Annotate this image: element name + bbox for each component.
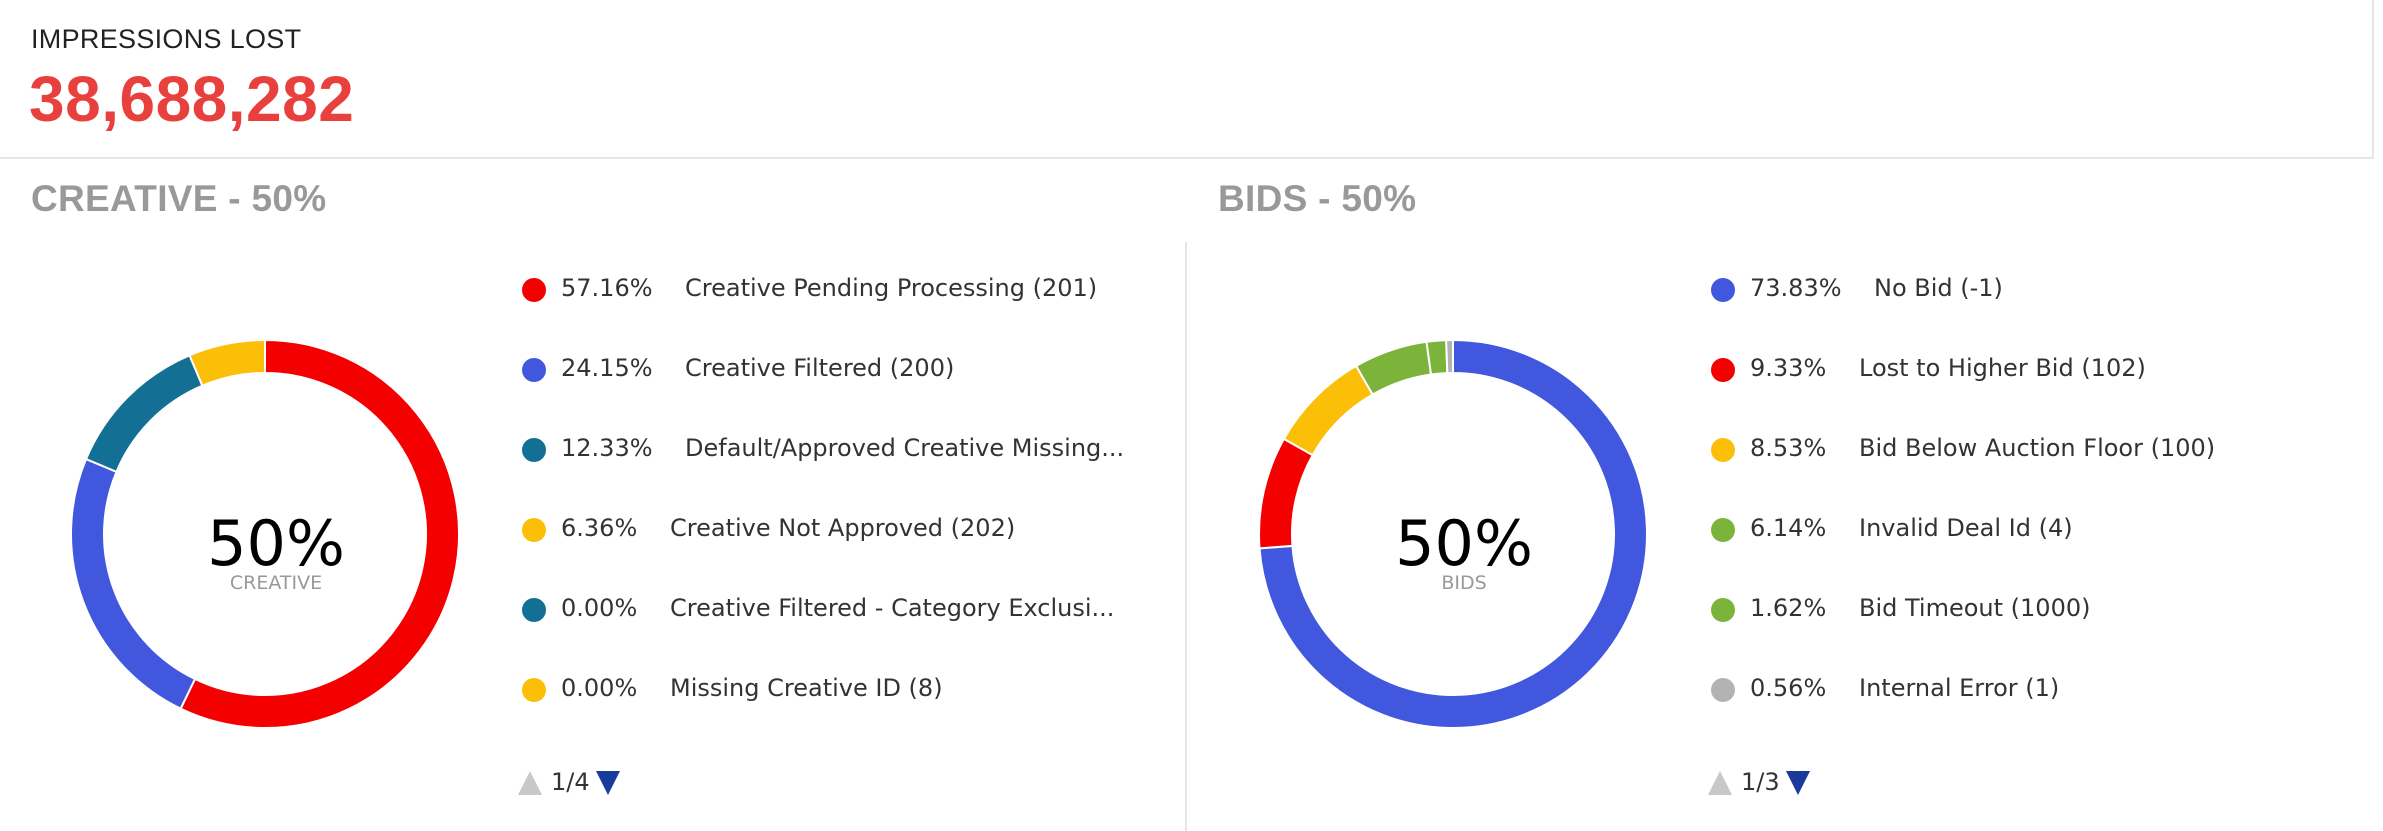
creative-center-value: 50%	[207, 507, 345, 580]
kpi-label: IMPRESSIONS LOST	[31, 24, 302, 54]
kpi-value: 38,688,282	[29, 63, 355, 135]
legend-dot-icon	[522, 598, 546, 622]
legend-dot-icon	[1711, 278, 1735, 302]
bids-center-label: BIDS	[1441, 572, 1487, 594]
legend-percent: 0.00%	[561, 674, 638, 702]
creative-section-title: CREATIVE - 50%	[31, 178, 327, 219]
donut-slice-2[interactable]	[1282, 364, 1374, 457]
legend-label: Lost to Higher Bid (102)	[1859, 354, 2146, 382]
donut-slice-4[interactable]	[1425, 340, 1449, 376]
creative-donut-chart	[71, 340, 459, 728]
legend-percent: 24.15%	[561, 354, 653, 382]
legend-percent: 0.56%	[1750, 674, 1827, 702]
donut-slice-1[interactable]	[1259, 437, 1315, 550]
pager-up-icon[interactable]	[1708, 771, 1732, 795]
donut-slice-2[interactable]	[84, 353, 204, 474]
bids-section-title: BIDS - 50%	[1218, 178, 1417, 219]
legend-label: Internal Error (1)	[1859, 674, 2060, 702]
legend-dot-icon	[1711, 598, 1735, 622]
creative-center-label: CREATIVE	[229, 572, 323, 594]
donut-slice-0[interactable]	[1259, 340, 1647, 728]
legend-percent: 73.83%	[1750, 274, 1842, 302]
donut-slice-0[interactable]	[179, 340, 459, 728]
legend-percent: 9.33%	[1750, 354, 1827, 382]
pager-text: 1/3	[1741, 768, 1780, 796]
legend-percent: 57.16%	[561, 274, 653, 302]
legend-dot-icon	[522, 358, 546, 382]
legend-label: Creative Filtered - Category Exclusi...	[670, 594, 1115, 622]
bids-center-value: 50%	[1395, 507, 1533, 580]
donut-slice-5[interactable]	[1445, 340, 1454, 375]
legend-dot-icon	[1711, 678, 1735, 702]
legend-percent: 6.36%	[561, 514, 638, 542]
legend-label: Creative Pending Processing (201)	[685, 274, 1098, 302]
legend-label: Invalid Deal Id (4)	[1859, 514, 2073, 542]
legend-label: Missing Creative ID (8)	[670, 674, 943, 702]
legend-label: Creative Filtered (200)	[685, 354, 955, 382]
legend-label: Bid Below Auction Floor (100)	[1859, 434, 2216, 462]
legend-dot-icon	[522, 678, 546, 702]
legend-dot-icon	[1711, 438, 1735, 462]
legend-dot-icon	[1711, 358, 1735, 382]
pager-down-icon[interactable]	[596, 771, 620, 795]
donut-slice-3[interactable]	[1354, 340, 1433, 396]
legend-percent: 0.00%	[561, 594, 638, 622]
legend-dot-icon	[522, 438, 546, 462]
legend-percent: 6.14%	[1750, 514, 1827, 542]
legend-percent: 1.62%	[1750, 594, 1827, 622]
donut-slice-3[interactable]	[188, 340, 266, 387]
legend-dot-icon	[522, 518, 546, 542]
legend-label: Creative Not Approved (202)	[670, 514, 1016, 542]
legend-dot-icon	[1711, 518, 1735, 542]
legend-label: No Bid (-1)	[1874, 274, 2003, 302]
bids-donut-chart	[1259, 340, 1647, 728]
impressions-lost-card: IMPRESSIONS LOST 38,688,282	[0, 0, 2374, 159]
pager-down-icon[interactable]	[1786, 771, 1810, 795]
panel-divider	[1185, 242, 1187, 831]
legend-label: Default/Approved Creative Missing...	[685, 434, 1125, 462]
pager-text: 1/4	[551, 768, 590, 796]
pager-up-icon[interactable]	[518, 771, 542, 795]
legend-percent: 8.53%	[1750, 434, 1827, 462]
legend-label: Bid Timeout (1000)	[1859, 594, 2091, 622]
legend-percent: 12.33%	[561, 434, 653, 462]
legend-dot-icon	[522, 278, 546, 302]
